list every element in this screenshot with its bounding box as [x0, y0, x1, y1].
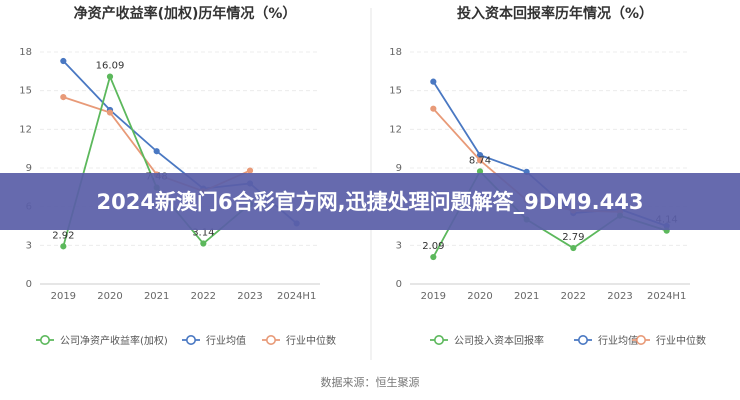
legend-label: 行业中位数	[286, 334, 336, 347]
x-tick-label: 2022	[561, 291, 586, 302]
y-tick-label: 9	[396, 163, 402, 174]
data-source: 数据来源：恒生聚源	[321, 375, 420, 389]
y-tick-label: 0	[396, 279, 402, 290]
legend-marker	[577, 334, 588, 345]
data-point	[153, 148, 160, 155]
legend-label: 行业中位数	[656, 334, 706, 347]
chart-title: 净资产收益率(加权)历年情况（%）	[74, 5, 297, 22]
chart-title: 投入资本回报率历年情况（%）	[457, 5, 653, 22]
y-tick-label: 3	[396, 240, 402, 251]
data-label: 16.09	[96, 61, 125, 72]
banner-text: 2024新澳门6合彩官方网,迅捷处理问题解答_9DM9.443	[97, 190, 644, 214]
data-point	[60, 243, 67, 250]
y-tick-label: 12	[389, 124, 402, 135]
x-tick-label: 2019	[51, 291, 76, 302]
x-tick-label: 2023	[607, 291, 632, 302]
y-tick-label: 0	[26, 279, 32, 290]
legend-marker	[39, 334, 50, 345]
legend-label: 公司投入资本回报率	[454, 334, 544, 347]
data-label: 3.14	[192, 228, 214, 239]
y-tick-label: 9	[26, 163, 32, 174]
y-tick-label: 12	[19, 124, 32, 135]
data-label: 2.92	[52, 230, 74, 241]
y-tick-label: 18	[19, 47, 32, 58]
y-tick-label: 15	[389, 86, 402, 97]
legend-marker	[433, 334, 444, 345]
x-tick-label: 2022	[191, 291, 216, 302]
y-tick-label: 15	[19, 86, 32, 97]
data-point	[430, 253, 437, 261]
banner-background	[0, 173, 740, 230]
data-point	[106, 73, 114, 80]
x-tick-label: 2021	[514, 291, 539, 302]
x-tick-label: 2024H1	[647, 291, 686, 302]
x-tick-label: 2023	[237, 291, 262, 302]
banner: 2024新澳门6合彩官方网,迅捷处理问题解答_9DM9.443	[0, 173, 740, 230]
legend-marker	[635, 334, 646, 345]
y-tick-label: 18	[389, 47, 402, 58]
legend-label: 行业均值	[206, 334, 246, 347]
data-point	[246, 167, 254, 174]
x-tick-label: 2019	[421, 291, 446, 302]
data-point	[430, 105, 437, 112]
legend-marker	[265, 334, 276, 345]
data-point	[476, 157, 484, 164]
x-tick-label: 2021	[144, 291, 169, 302]
legend-marker	[186, 334, 197, 345]
data-point	[60, 57, 67, 65]
x-tick-label: 2020	[97, 291, 122, 302]
data-point	[430, 78, 437, 85]
y-tick-label: 3	[26, 240, 32, 251]
data-point	[200, 240, 207, 247]
legend-label: 公司净资产收益率(加权)	[60, 334, 168, 347]
data-point	[106, 109, 114, 116]
data-label: 2.79	[562, 232, 584, 243]
data-label: 2.09	[422, 241, 444, 252]
x-tick-label: 2024H1	[277, 291, 316, 302]
data-label: 8.74	[469, 155, 491, 166]
legend-label: 行业均值	[598, 334, 638, 347]
data-point	[60, 94, 67, 101]
x-tick-label: 2020	[467, 291, 492, 302]
data-point	[570, 244, 577, 252]
